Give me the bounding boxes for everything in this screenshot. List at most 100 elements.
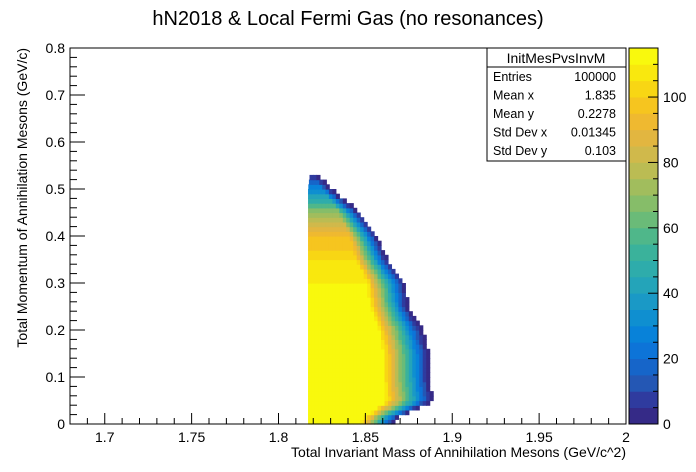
heatmap-cell (370, 287, 375, 293)
heatmap-cell (325, 193, 330, 199)
heatmap-cell (325, 367, 330, 373)
heatmap-cell (363, 344, 368, 350)
heatmap-cell (335, 226, 340, 232)
stats-box: InitMesPvsInvM Entries 100000 Mean x 1.835 M… (486, 47, 627, 162)
heatmap-cell (401, 367, 406, 373)
heatmap-cell (308, 334, 313, 340)
heatmap-cell (335, 297, 340, 303)
heatmap-cell (318, 311, 323, 317)
heatmap-cell (415, 330, 420, 336)
heatmap-cell (342, 306, 347, 312)
heatmap-cell (426, 362, 431, 369)
heatmap-cell (308, 339, 313, 345)
heatmap-cell (370, 268, 375, 275)
heatmap-cell (311, 207, 316, 214)
heatmap-cell (332, 334, 337, 340)
heatmap-cell (346, 391, 351, 397)
heatmap-cell (325, 212, 330, 218)
heatmap-cell (339, 273, 344, 279)
heatmap-cell (332, 391, 337, 397)
heatmap-cell (394, 315, 399, 322)
heatmap-cell (408, 325, 413, 331)
heatmap-cell (318, 198, 323, 204)
heatmap-cell (377, 381, 382, 387)
heatmap-cell (367, 334, 372, 340)
stats-row-label: Mean x (493, 89, 535, 103)
heatmap-cell (374, 325, 379, 331)
heatmap-cell (314, 391, 320, 397)
heatmap-cell (321, 400, 327, 406)
heatmap-cell (311, 372, 316, 378)
heatmap-cell (335, 381, 340, 387)
heatmap-cell (332, 358, 337, 364)
heatmap-cell (314, 395, 320, 402)
heatmap-cell (308, 395, 313, 402)
heatmap-cell (308, 330, 313, 336)
heatmap-cell (408, 358, 413, 364)
heatmap-cell (353, 367, 358, 373)
heatmap-cell (405, 353, 410, 359)
heatmap-cell (415, 381, 420, 387)
heatmap-cell (328, 198, 333, 204)
heatmap-cell (335, 212, 340, 218)
heatmap-cell (332, 283, 337, 289)
heatmap-cell (308, 189, 313, 195)
heatmap-cell (360, 306, 365, 312)
heatmap-cell (332, 325, 337, 331)
heatmap-cell (332, 207, 337, 214)
heatmap-cell (401, 395, 406, 402)
heatmap-cell (346, 264, 351, 270)
heatmap-cell (370, 362, 375, 369)
heatmap-cell (311, 301, 316, 308)
heatmap-cell (363, 330, 368, 336)
heatmap-cell (367, 306, 372, 312)
heatmap-cell (332, 306, 337, 312)
heatmap-cell (346, 311, 351, 317)
heatmap-cell (328, 207, 333, 214)
heatmap-cell (405, 306, 410, 312)
heatmap-cell (332, 240, 337, 246)
heatmap-cell (381, 405, 386, 411)
heatmap-cell (314, 348, 320, 355)
heatmap-cell (342, 250, 347, 256)
heatmap-cell (394, 301, 399, 308)
heatmap-cell (363, 400, 368, 406)
heatmap-cell (335, 372, 340, 378)
heatmap-cell (387, 391, 393, 397)
heatmap-cell (339, 292, 344, 298)
heatmap-cell (384, 268, 389, 275)
heatmap-cell (314, 400, 320, 406)
heatmap-cell (384, 259, 389, 265)
heatmap-cell (335, 315, 340, 322)
heatmap-cell (398, 297, 403, 303)
heatmap-cell (311, 198, 316, 204)
heatmap-cell (363, 231, 368, 237)
heatmap-cell (342, 198, 347, 204)
heatmap-cell (346, 278, 351, 284)
heatmap-cell (332, 254, 337, 261)
heatmap-cell (370, 320, 375, 326)
heatmap-cell (346, 386, 351, 392)
heatmap-cell (318, 240, 323, 246)
heatmap-cell (394, 358, 399, 364)
heatmap-cell (370, 259, 375, 265)
heatmap-cell (367, 367, 372, 373)
heatmap-cell (370, 330, 375, 336)
heatmap-cell (342, 231, 347, 237)
heatmap-cell (419, 330, 424, 336)
heatmap-cell (314, 362, 320, 369)
heatmap-cell (360, 391, 365, 397)
heatmap-cell (311, 405, 316, 411)
heatmap-cell (391, 348, 396, 355)
heatmap-cell (374, 391, 379, 397)
heatmap-cell (415, 400, 420, 406)
heatmap-cell (374, 301, 379, 308)
x-axis-title: Total Invariant Mass of Annihilation Mes… (291, 444, 626, 460)
heatmap-cell (328, 405, 333, 411)
heatmap-cell (335, 414, 340, 420)
heatmap-cell (370, 353, 375, 359)
heatmap-cell (321, 254, 327, 261)
heatmap-cell (349, 367, 354, 373)
heatmap-cell (311, 297, 316, 303)
heatmap-cell (387, 381, 393, 387)
